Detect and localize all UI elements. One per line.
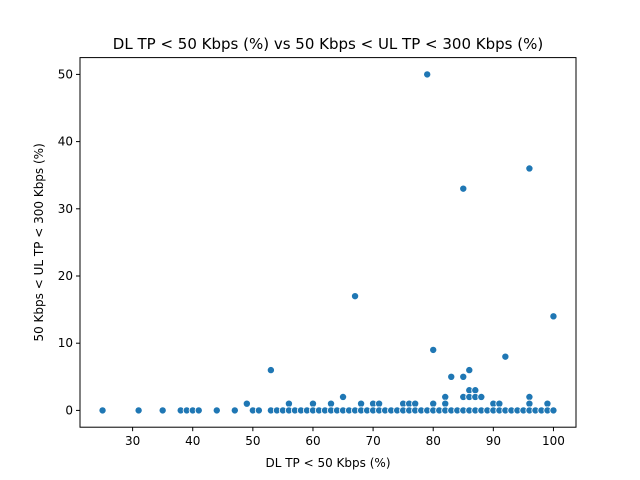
data-point-56: [441, 392, 450, 401]
data-point-6: [194, 406, 203, 415]
plot-area-frame: [79, 57, 577, 428]
data-point-1: [134, 406, 143, 415]
data-point-62: [459, 184, 468, 193]
y-tick-label-30: 30: [58, 202, 73, 216]
x-tick-label-60: 60: [305, 434, 320, 448]
data-point-28: [339, 392, 348, 401]
data-point-94: [549, 406, 558, 415]
data-point-57: [441, 399, 450, 408]
data-point-21: [308, 399, 317, 408]
data-point-80: [501, 352, 510, 361]
x-tick-label-50: 50: [245, 434, 260, 448]
data-point-31: [351, 292, 360, 301]
points-layer: [98, 70, 558, 415]
data-point-78: [495, 399, 504, 408]
data-point-73: [477, 392, 486, 401]
data-point-11: [254, 406, 263, 415]
data-point-9: [242, 399, 251, 408]
data-point-87: [525, 399, 534, 408]
data-point-47: [411, 399, 420, 408]
data-point-8: [230, 406, 239, 415]
data-point-91: [543, 399, 552, 408]
data-point-33: [357, 399, 366, 408]
x-tick-label-100: 100: [542, 434, 565, 448]
x-axis-label: DL TP < 50 Kbps (%): [265, 456, 390, 470]
chart-title: DL TP < 50 Kbps (%) vs 50 Kbps < UL TP <…: [113, 35, 543, 53]
data-point-53: [429, 399, 438, 408]
x-tick-label-90: 90: [486, 434, 501, 448]
data-point-86: [525, 392, 534, 401]
x-tick-label-80: 80: [426, 434, 441, 448]
x-tick-label-30: 30: [125, 434, 140, 448]
x-axis: 30 40 50 60 70 80 90 100: [125, 427, 565, 448]
data-point-70: [471, 386, 480, 395]
y-axis-label: 50 Kbps < UL TP < 300 Kbps (%): [32, 143, 46, 341]
y-tick-label-10: 10: [58, 336, 73, 350]
data-point-85: [525, 164, 534, 173]
data-point-16: [284, 399, 293, 408]
data-point-12: [266, 366, 275, 375]
data-point-93: [549, 312, 558, 321]
y-axis: 0 10 20 30 40 50: [58, 67, 80, 417]
y-tick-label-40: 40: [58, 135, 73, 149]
y-tick-label-50: 50: [58, 67, 73, 81]
data-point-25: [327, 399, 336, 408]
data-point-38: [375, 399, 384, 408]
data-point-52: [429, 345, 438, 354]
data-point-7: [212, 406, 221, 415]
data-point-59: [447, 372, 456, 381]
x-tick-label-40: 40: [185, 434, 200, 448]
data-point-0: [98, 406, 107, 415]
data-point-50: [423, 70, 432, 79]
data-point-66: [465, 366, 474, 375]
y-tick-label-0: 0: [65, 403, 73, 417]
data-point-63: [459, 372, 468, 381]
x-tick-label-70: 70: [365, 434, 380, 448]
y-tick-label-20: 20: [58, 269, 73, 283]
data-point-2: [158, 406, 167, 415]
